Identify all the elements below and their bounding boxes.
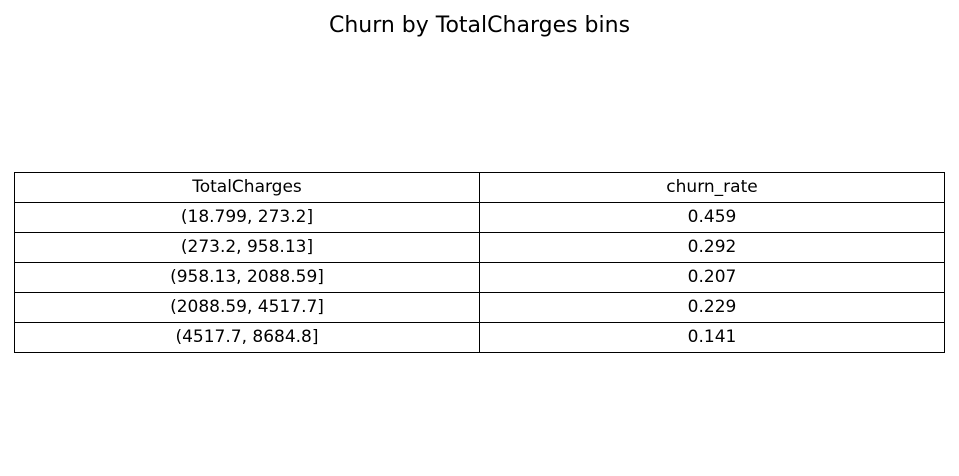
table-cell-bin: (958.13, 2088.59] <box>14 262 480 293</box>
table-row: (18.799, 273.2] 0.459 <box>14 202 945 233</box>
chart-title: Churn by TotalCharges bins <box>328 13 631 38</box>
table-cell-bin: (2088.59, 4517.7] <box>14 292 480 323</box>
table-row: (273.2, 958.13] 0.292 <box>14 232 945 263</box>
table-cell-bin: (273.2, 958.13] <box>14 232 480 263</box>
table-row: (4517.7, 8684.8] 0.141 <box>14 322 945 353</box>
column-header-totalcharges: TotalCharges <box>14 172 480 203</box>
table-cell-bin: (18.799, 273.2] <box>14 202 480 233</box>
table-cell-churn-rate: 0.207 <box>479 262 945 293</box>
table-cell-churn-rate: 0.459 <box>479 202 945 233</box>
table-cell-churn-rate: 0.141 <box>479 322 945 353</box>
column-header-churn-rate: churn_rate <box>479 172 945 203</box>
table-cell-churn-rate: 0.229 <box>479 292 945 323</box>
table-header-row: TotalCharges churn_rate <box>14 172 945 203</box>
churn-table: TotalCharges churn_rate (18.799, 273.2] … <box>14 172 945 353</box>
table-cell-churn-rate: 0.292 <box>479 232 945 263</box>
table-row: (2088.59, 4517.7] 0.229 <box>14 292 945 323</box>
table-row: (958.13, 2088.59] 0.207 <box>14 262 945 293</box>
table-cell-bin: (4517.7, 8684.8] <box>14 322 480 353</box>
